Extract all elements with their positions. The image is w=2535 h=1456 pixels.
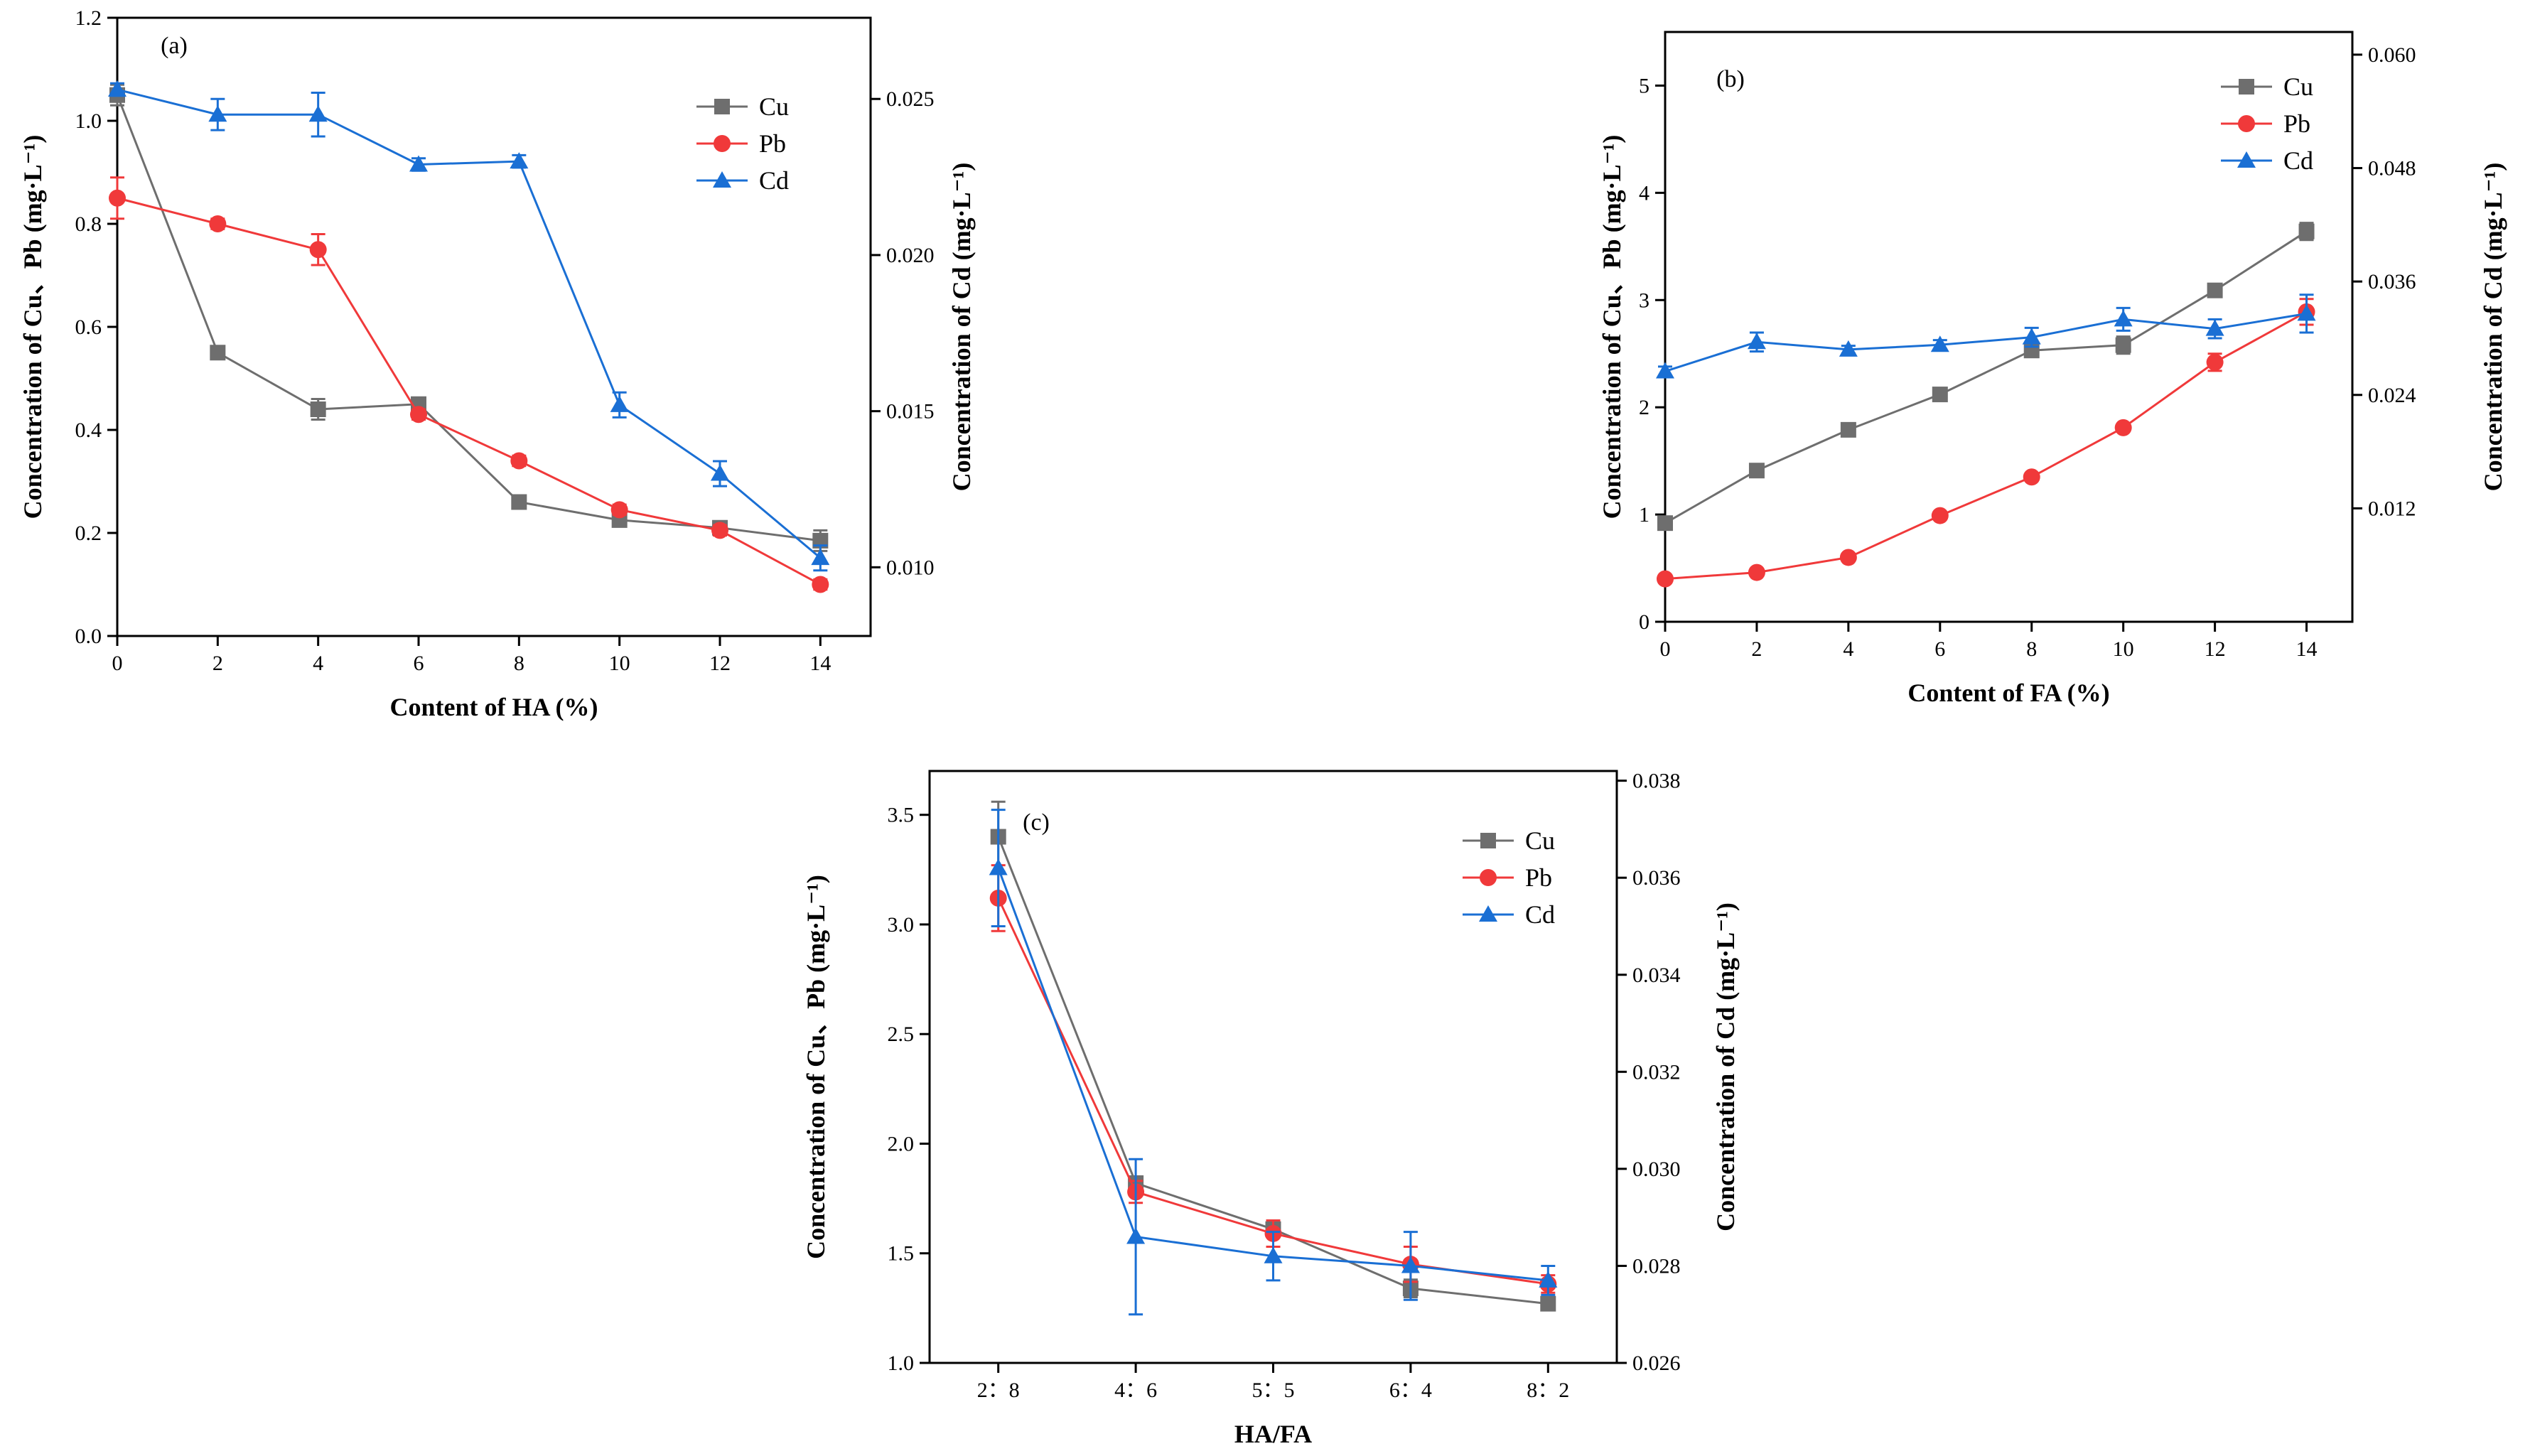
panel-a-y-tick-label: 0.6 (75, 316, 102, 339)
panel-a-x-tick-label: 12 (709, 652, 731, 675)
panel-a-cd-point (811, 549, 830, 566)
panel-a-pb-point (510, 452, 528, 470)
panel-a-pb-point (109, 189, 126, 207)
panel-a-cd-point (610, 395, 629, 412)
panel-a-cu-point (210, 345, 226, 361)
panel-a-cu-point (511, 494, 527, 510)
panel-a-y-tick-label: 0.8 (75, 212, 102, 236)
panel-a-y-tick-label: 0.4 (75, 419, 102, 442)
panel-a-cd-point (308, 105, 328, 122)
panel-a-y2-tick-label: 0.010 (886, 556, 935, 579)
panel-a-x-tick-label: 2 (212, 652, 223, 675)
panel-a-legend-cd-marker (713, 171, 731, 188)
panel-a-pb-point (309, 241, 327, 259)
panel-a-cd-point (510, 152, 529, 169)
panel-a-y-tick-label: 1.2 (75, 6, 102, 30)
panel-a-pb-point (610, 501, 628, 519)
panel-a-y2-axis-title: Concentration of Cd (mg·L⁻¹) (947, 163, 976, 492)
panel-a-pb-point (711, 522, 728, 539)
panel-a-series-cd-line (117, 88, 822, 559)
panel-a-y2-tick-label: 0.020 (886, 244, 935, 267)
panel-a-pb-point (812, 576, 829, 593)
panel-a-y2-tick-label: 0.015 (886, 400, 935, 424)
panel-a-pb-point (209, 215, 227, 232)
panel-a-y2-tick-label: 0.025 (886, 87, 935, 111)
panel-a-y-tick-label: 0.0 (75, 625, 102, 648)
panel-a-label: (a) (161, 33, 188, 59)
panel-a-x-tick-label: 4 (313, 652, 323, 675)
panel-a-cd-point (711, 464, 729, 481)
panel-a-y-axis-title: Concentration of Cu、Pb (mg·L⁻¹) (18, 135, 47, 519)
panel-a-x-tick-label: 14 (809, 652, 831, 675)
panel-a-cu-point (310, 401, 326, 417)
panel-a-x-tick-label: 10 (609, 652, 630, 675)
panel-a-plot-frame (116, 16, 872, 637)
panel-a-cd-point (208, 105, 227, 122)
panel-a-legend-pb-marker (714, 135, 731, 152)
panel-a-x-tick-label: 8 (514, 652, 524, 675)
panel-a-legend-cd-label: Cd (759, 166, 789, 195)
panel-a-x-tick-label: 6 (414, 652, 424, 675)
panel-a-legend-cu-marker (714, 99, 730, 114)
panel-a-cd-point (108, 80, 127, 97)
panel-a-pb-point (410, 406, 427, 424)
panel-a-cd-point (409, 155, 428, 172)
panel-a-y-tick-label: 1.0 (75, 109, 102, 133)
panel-a-y-tick-label: 0.2 (75, 522, 102, 545)
panel-a-x-axis-title: Content of HA (%) (390, 693, 598, 721)
panel-a-series-pb-line (117, 197, 822, 586)
panel-a-x-tick-label: 0 (112, 652, 123, 675)
panel-a-legend-cu-label: Cu (759, 92, 789, 121)
panel-a-legend-pb-label: Pb (759, 129, 786, 158)
